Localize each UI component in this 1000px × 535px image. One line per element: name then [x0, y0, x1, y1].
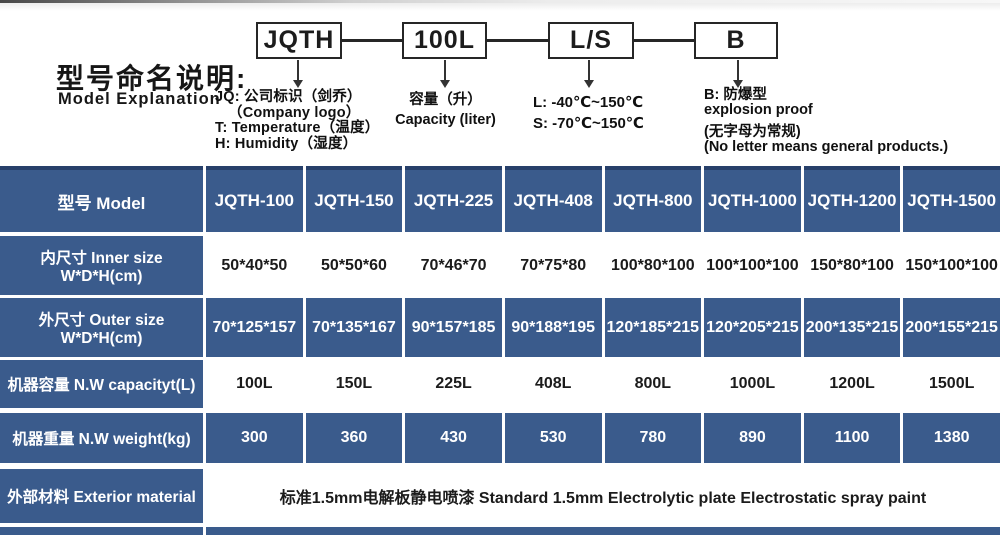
table-cell: 1000L — [704, 360, 801, 408]
table-cell: 225L — [405, 360, 502, 408]
column-header: JQTH-800 — [604, 166, 702, 232]
table-cell: 800L — [604, 360, 702, 408]
row-label: 外部材料 Exterior material — [0, 469, 203, 523]
connector-line — [342, 39, 402, 42]
table-cell: 90*188*195 — [504, 298, 602, 357]
table-cell: 70*46*70 — [405, 236, 502, 295]
table-cell: 120*205*215 — [704, 298, 801, 357]
model-code-box-b: B — [694, 22, 778, 59]
model-code-box-jqth: JQTH — [256, 22, 342, 59]
table-cell: 90*157*185 — [405, 298, 502, 357]
row-label: 内尺寸 Inner size W*D*H(cm) — [0, 236, 203, 295]
row-label — [0, 527, 203, 535]
table-cell: 150*100*100 — [903, 236, 1000, 295]
table-cell: 150L — [305, 360, 403, 408]
table-row-weight: 机器重量 N.W weight(kg) 300 360 430 530 780 … — [0, 413, 1000, 463]
table-cell: 50*40*50 — [206, 236, 303, 295]
table-cell: 780 — [604, 413, 702, 463]
table-cell-span — [206, 527, 1000, 535]
note-line: Capacity (liter) — [395, 112, 496, 128]
column-header: JQTH-150 — [305, 166, 403, 232]
column-header: JQTH-1000 — [704, 166, 801, 232]
table-cell: 70*75*80 — [504, 236, 602, 295]
down-arrow-icon — [293, 60, 303, 88]
table-cell: 430 — [405, 413, 502, 463]
table-cell: 530 — [504, 413, 602, 463]
row-label: 机器重量 N.W weight(kg) — [0, 413, 203, 463]
jqth-code-notes: JQ: 公司标识（剑乔） （Company logo） T: Temperatu… — [215, 89, 380, 152]
note-line: JQ: 公司标识（剑乔） — [215, 89, 362, 105]
note-line: L: -40℃~150℃ — [533, 94, 644, 111]
table-row-inner-size: 内尺寸 Inner size W*D*H(cm) 50*40*50 50*50*… — [0, 236, 1000, 295]
table-row-exterior-material: 外部材料 Exterior material 标准1.5mm电解板静电喷漆 St… — [0, 469, 1000, 523]
note-line: explosion proof — [704, 102, 813, 118]
table-cell: 1380 — [903, 413, 1000, 463]
note-line: H: Humidity（湿度） — [215, 135, 358, 152]
column-header: JQTH-1500 — [903, 166, 1000, 232]
note-line: 容量（升） — [409, 92, 482, 108]
temperature-range-notes: L: -40℃~150℃ S: -70℃~150℃ — [533, 92, 644, 134]
top-fold-shadow — [0, 0, 1000, 3]
table-cell: 70*135*167 — [305, 298, 403, 357]
note-line: (No letter means general products.) — [704, 139, 949, 155]
table-cell: 360 — [305, 413, 403, 463]
column-header: JQTH-408 — [504, 166, 602, 232]
row-label: 外尺寸 Outer size W*D*H(cm) — [0, 298, 203, 357]
table-cell: 1500L — [903, 360, 1000, 408]
column-header-model: 型号 Model — [0, 166, 203, 232]
table-cell: 70*125*157 — [206, 298, 303, 357]
explosion-proof-notes: B: 防爆型 explosion proof (无字母为常规) (No lett… — [704, 88, 948, 155]
table-cell: 100*100*100 — [704, 236, 801, 295]
connector-line — [634, 39, 694, 42]
column-header: JQTH-100 — [206, 166, 303, 232]
note-line: T: Temperature（温度） — [215, 120, 380, 136]
table-cell: 1100 — [803, 413, 901, 463]
table-cell: 200*155*215 — [903, 298, 1000, 357]
table-header-row: 型号 Model JQTH-100 JQTH-150 JQTH-225 JQTH… — [0, 166, 1000, 232]
down-arrow-icon — [733, 60, 743, 88]
diagram-title-en: Model Explanation — [58, 90, 221, 108]
table-cell: 408L — [504, 360, 602, 408]
table-row-capacity: 机器容量 N.W capacityt(L) 100L 150L 225L 408… — [0, 360, 1000, 409]
model-naming-diagram: 型号命名说明: Model Explanation JQTH 100L L/S … — [0, 0, 1000, 166]
table-cell: 200*135*215 — [803, 298, 901, 357]
top-shade — [0, 3, 1000, 11]
table-cell: 890 — [704, 413, 801, 463]
table-cell: 300 — [206, 413, 303, 463]
table-cell: 150*80*100 — [803, 236, 901, 295]
model-code-box-100l: 100L — [402, 22, 487, 59]
connector-line — [487, 39, 548, 42]
table-cell: 50*50*60 — [305, 236, 403, 295]
table-row-next-clipped — [0, 527, 1000, 535]
table-cell: 120*185*215 — [604, 298, 702, 357]
diagram-title-zh: 型号命名说明: — [56, 63, 248, 94]
table-cell: 1200L — [803, 360, 901, 408]
note-line: S: -70℃~150℃ — [533, 115, 644, 132]
note-line: (无字母为常规) — [704, 124, 801, 140]
table-row-outer-size: 外尺寸 Outer size W*D*H(cm) 70*125*157 70*1… — [0, 298, 1000, 357]
capacity-code-notes: 容量（升） Capacity (liter) — [363, 90, 528, 130]
down-arrow-icon — [440, 60, 450, 88]
down-arrow-icon — [584, 60, 594, 88]
table-cell: 100*80*100 — [604, 236, 702, 295]
table-cell-span: 标准1.5mm电解板静电喷漆 Standard 1.5mm Electrolyt… — [206, 469, 1000, 523]
note-line: （Company logo） — [228, 104, 361, 121]
column-header: JQTH-1200 — [803, 166, 901, 232]
row-label: 机器容量 N.W capacityt(L) — [0, 360, 203, 408]
model-code-box-ls: L/S — [548, 22, 634, 59]
note-line: B: 防爆型 — [704, 87, 767, 103]
table-cell: 100L — [206, 360, 303, 408]
spec-table: 型号 Model JQTH-100 JQTH-150 JQTH-225 JQTH… — [0, 166, 1000, 535]
column-header: JQTH-225 — [405, 166, 502, 232]
